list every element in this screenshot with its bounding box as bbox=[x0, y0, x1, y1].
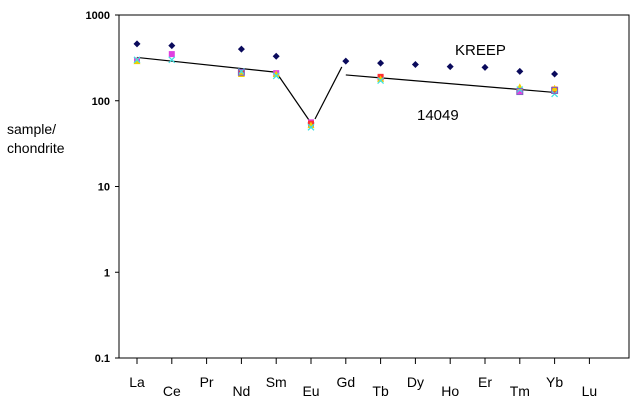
trend-line bbox=[136, 56, 555, 124]
data-point-cross bbox=[272, 72, 280, 80]
x-axis-ticks: La Ce Pr Nd Sm Eu Gd Tb Dy Ho Er Tm Yb Lu bbox=[129, 358, 597, 399]
y-axis-ticks: 1000 100 10 1 0.1 bbox=[86, 10, 119, 365]
trend-segment bbox=[136, 56, 277, 73]
data-points bbox=[133, 40, 559, 131]
cross-stroke bbox=[551, 90, 559, 98]
data-point-diamond bbox=[481, 63, 489, 71]
data-point-cross bbox=[516, 86, 524, 94]
trend-segment bbox=[275, 71, 312, 124]
data-point-cross bbox=[377, 77, 385, 85]
data-point-triangle bbox=[377, 75, 385, 82]
data-point-open-square bbox=[551, 86, 559, 94]
x-tick-label: Nd bbox=[232, 383, 250, 399]
data-point-open-square bbox=[237, 68, 245, 76]
data-point-diamond bbox=[272, 52, 280, 60]
data-point-diamond bbox=[377, 59, 385, 67]
x-tick-label: Pr bbox=[200, 374, 214, 390]
x-tick-label: Dy bbox=[407, 374, 424, 390]
data-point-cross bbox=[307, 123, 315, 131]
cross-stroke bbox=[272, 72, 280, 80]
data-point-triangle bbox=[272, 70, 280, 78]
plot-frame bbox=[118, 14, 630, 359]
x-tick-label: Tb bbox=[372, 383, 389, 399]
cross-stroke bbox=[516, 86, 524, 94]
data-point-diamond bbox=[516, 67, 524, 75]
cross-stroke bbox=[377, 77, 385, 85]
data-point-diamond bbox=[168, 42, 176, 50]
data-point-diamond bbox=[551, 70, 559, 78]
x-tick-label: Eu bbox=[302, 383, 319, 399]
data-point-cross bbox=[168, 56, 176, 64]
y-tick-label: 1000 bbox=[86, 10, 110, 22]
y-axis-label-line1: sample/ bbox=[7, 121, 56, 137]
data-point-cross bbox=[551, 90, 559, 98]
x-tick-label: Tm bbox=[510, 383, 530, 399]
x-tick-label: Gd bbox=[336, 374, 355, 390]
x-tick-label: Ho bbox=[441, 383, 459, 399]
y-tick-label: 0.1 bbox=[95, 353, 110, 365]
data-point-diamond bbox=[237, 45, 245, 53]
data-point-diamond bbox=[133, 40, 141, 48]
annotation-sample: 14049 bbox=[417, 107, 459, 124]
y-tick-label: 100 bbox=[92, 96, 110, 108]
data-point-square bbox=[516, 87, 523, 94]
annotation-kreep: KREEP bbox=[455, 42, 506, 59]
x-tick-label: Lu bbox=[582, 383, 598, 399]
x-tick-label: Ce bbox=[163, 383, 181, 399]
y-tick-label: 10 bbox=[98, 182, 110, 194]
y-axis-label-line2: chondrite bbox=[7, 140, 65, 156]
cross-stroke bbox=[133, 56, 141, 64]
data-point-triangle bbox=[551, 84, 559, 92]
x-tick-label: La bbox=[129, 374, 145, 390]
data-point-cross bbox=[133, 56, 141, 64]
x-tick-label: Sm bbox=[266, 374, 287, 390]
data-point-diamond bbox=[342, 57, 350, 65]
x-tick-label: Yb bbox=[546, 374, 563, 390]
y-tick-label: 1 bbox=[104, 267, 110, 279]
data-point-diamond bbox=[446, 63, 454, 71]
cross-stroke bbox=[168, 56, 176, 64]
trend-segment bbox=[314, 66, 343, 120]
data-point-square bbox=[168, 51, 175, 58]
cross-stroke bbox=[307, 123, 315, 131]
x-tick-label: Er bbox=[478, 374, 492, 390]
data-point-diamond bbox=[411, 60, 419, 68]
data-point-open-square bbox=[516, 88, 524, 96]
